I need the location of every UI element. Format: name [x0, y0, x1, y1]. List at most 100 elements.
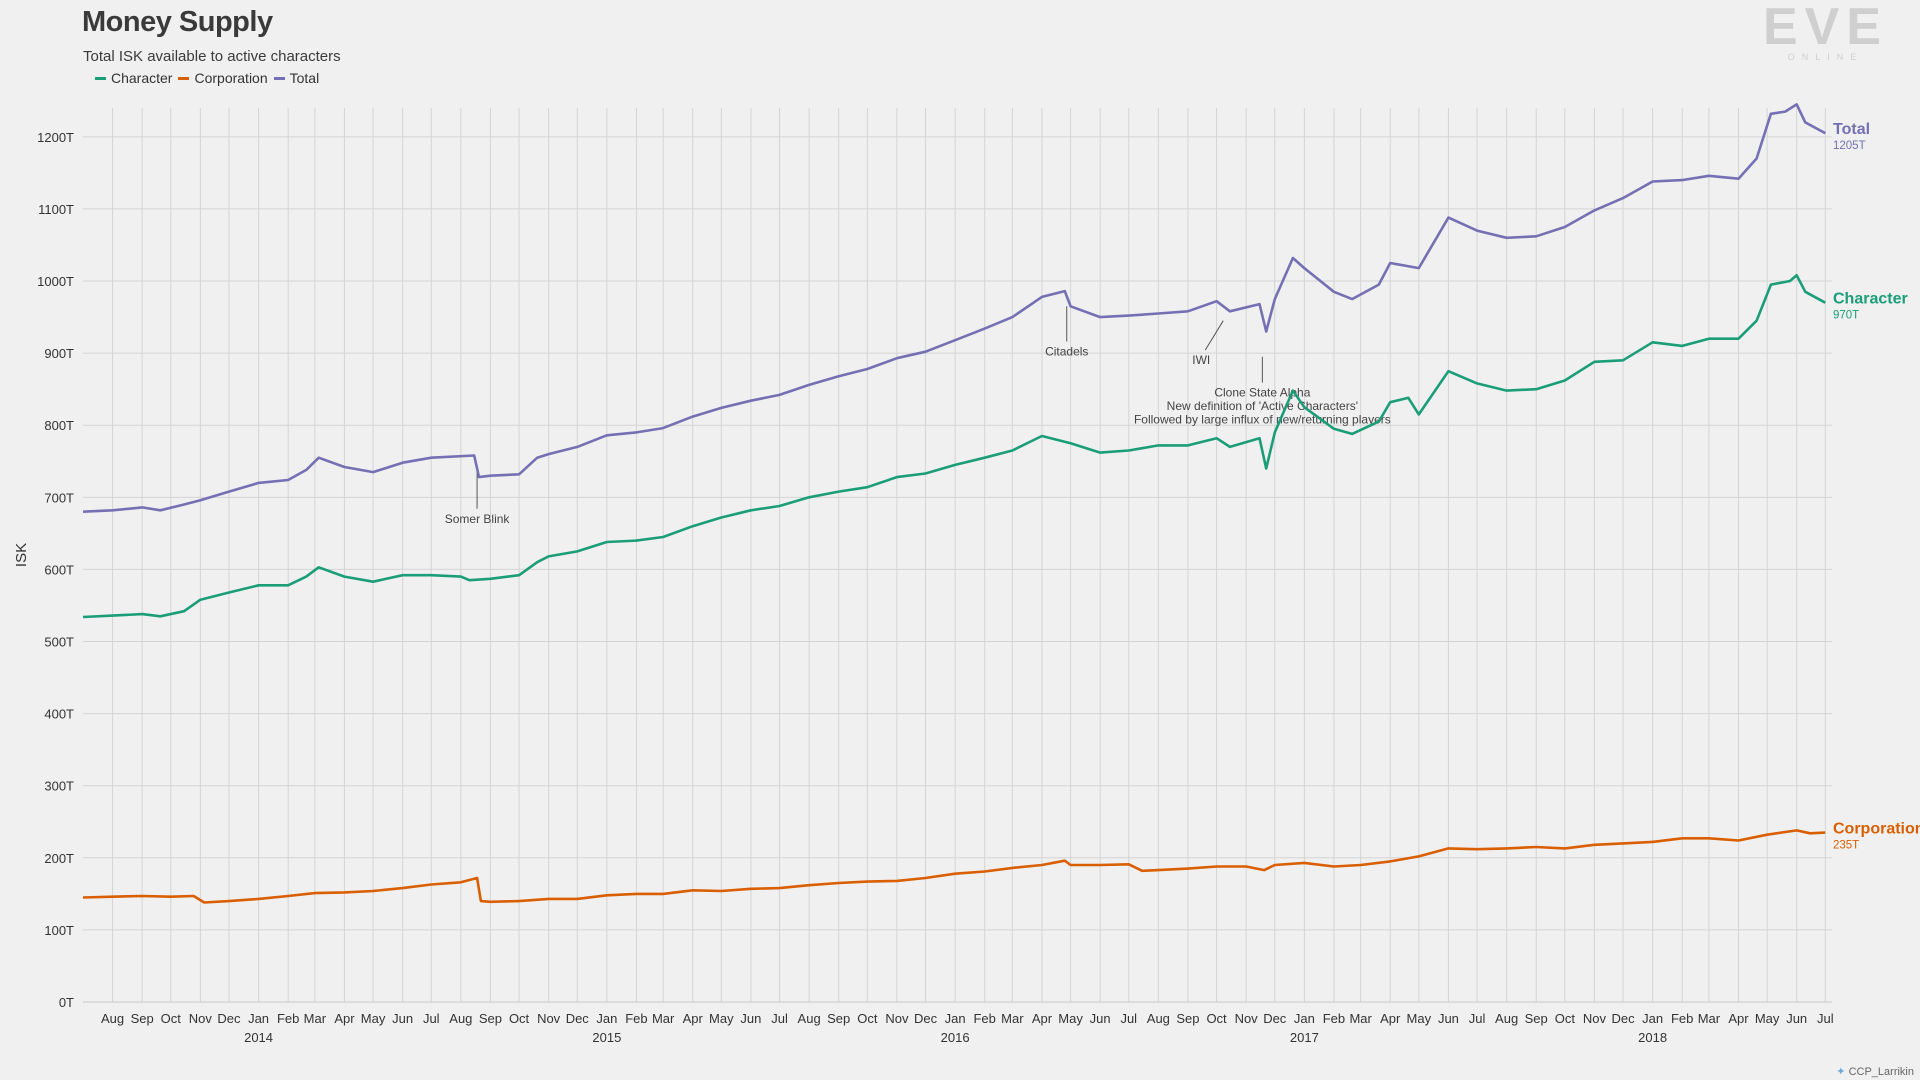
legend-label: Corporation: [194, 70, 268, 86]
series-line-corporation: [82, 829, 1826, 904]
year-label: 2017: [1290, 1030, 1319, 1045]
y-tick-labels: 0T 100T 200T 300T 400T 500T 600T 700T 800T 900T 10…: [37, 130, 74, 1010]
legend-item-total: Total: [273, 70, 320, 86]
x-tick-label: Sep: [479, 1011, 502, 1026]
legend-item-corporation: Corporation: [178, 70, 268, 86]
x-tick-label: Jul: [1469, 1011, 1486, 1026]
x-tick-label: Jul: [771, 1011, 788, 1026]
end-label-character: Character: [1833, 291, 1908, 308]
x-tick-label: Feb: [277, 1011, 299, 1026]
x-tick-label: Oct: [509, 1011, 530, 1026]
end-value-total: 1205T: [1833, 140, 1866, 152]
x-tick-label: Nov: [1583, 1011, 1607, 1026]
year-label: 2014: [244, 1030, 273, 1045]
x-tick-label: Mar: [1001, 1011, 1024, 1026]
annotation-label: Followed by large influx of new/returnin…: [1134, 413, 1391, 427]
x-tick-label: Jun: [1438, 1011, 1459, 1026]
x-tick-label: Oct: [1555, 1011, 1576, 1026]
legend-item-character: Character: [95, 70, 172, 86]
end-value-corporation: 235T: [1833, 840, 1859, 852]
x-tick-label: Feb: [973, 1011, 995, 1026]
x-tick-label: Dec: [566, 1011, 590, 1026]
x-tick-label: Jul: [1817, 1011, 1834, 1026]
legend-label: Total: [289, 70, 320, 86]
x-tick-label: May: [1407, 1011, 1432, 1026]
x-tick-label: Jun: [392, 1011, 413, 1026]
x-tick-label: Dec: [1263, 1011, 1287, 1026]
grid-lines: [83, 108, 1832, 1003]
x-tick-label: Aug: [798, 1011, 821, 1026]
series-lines: [82, 103, 1826, 904]
twitter-bird-icon: ✦: [1836, 1066, 1846, 1078]
author-credit[interactable]: ✦ CCP_Larrikin: [1836, 1065, 1914, 1078]
x-tick-label: Apr: [1380, 1011, 1401, 1026]
legend: Character Corporation Total: [95, 70, 319, 86]
x-tick-label: Jan: [945, 1011, 966, 1026]
y-tick-label: 500T: [44, 635, 74, 650]
logo-wordmark: EVE: [1762, 0, 1888, 56]
series-line-total: [82, 103, 1826, 513]
end-value-character: 970T: [1833, 310, 1859, 322]
page-title: Money Supply: [82, 6, 273, 38]
x-tick-label: Aug: [1147, 1011, 1170, 1026]
author-handle: CCP_Larrikin: [1848, 1066, 1914, 1078]
y-tick-label: 200T: [44, 851, 74, 866]
x-tick-label: Mar: [652, 1011, 675, 1026]
series-end-labels: Total 1205T Character 970T Corporation 235T: [1833, 121, 1920, 851]
x-tick-label: Jan: [1294, 1011, 1315, 1026]
y-tick-label: 1000T: [37, 274, 74, 289]
x-tick-label: Nov: [1235, 1011, 1259, 1026]
x-tick-label: Feb: [1323, 1011, 1345, 1026]
x-tick-label: Jul: [423, 1011, 440, 1026]
x-tick-labels: Aug Sep Oct Nov Dec Jan Feb Mar Apr May Jun Jul Aug S…: [101, 1011, 1834, 1045]
x-tick-label: Dec: [1611, 1011, 1635, 1026]
annotation-leader: [1204, 320, 1224, 351]
y-tick-label: 700T: [44, 490, 74, 505]
y-tick-label: 300T: [44, 779, 74, 794]
x-tick-label: Aug: [1495, 1011, 1518, 1026]
x-tick-label: Oct: [161, 1011, 182, 1026]
x-tick-label: Feb: [1671, 1011, 1693, 1026]
x-tick-label: Mar: [1698, 1011, 1721, 1026]
series-line-character: [82, 274, 1826, 619]
page-subtitle: Total ISK available to active characters: [83, 48, 341, 65]
annotation-label: Clone State Alpha: [1214, 386, 1310, 400]
year-label: 2015: [592, 1030, 621, 1045]
x-tick-label: Mar: [1349, 1011, 1372, 1026]
x-tick-label: Dec: [914, 1011, 938, 1026]
x-tick-label: Jan: [1642, 1011, 1663, 1026]
x-tick-label: Jul: [1120, 1011, 1137, 1026]
annotation-label: Somer Blink: [445, 512, 511, 526]
x-tick-label: Mar: [304, 1011, 327, 1026]
x-tick-label: Oct: [1206, 1011, 1227, 1026]
year-label: 2016: [941, 1030, 970, 1045]
y-tick-label: 600T: [44, 562, 74, 577]
x-tick-label: May: [1755, 1011, 1780, 1026]
x-tick-label: Jan: [596, 1011, 617, 1026]
x-tick-label: Sep: [827, 1011, 850, 1026]
x-tick-label: Nov: [537, 1011, 561, 1026]
x-tick-label: Apr: [1728, 1011, 1749, 1026]
x-tick-label: Feb: [625, 1011, 647, 1026]
x-tick-label: May: [1058, 1011, 1083, 1026]
annotation-label: New definition of 'Active Characters': [1167, 399, 1358, 413]
y-tick-label: 1100T: [38, 202, 74, 217]
annotation-label: Citadels: [1045, 345, 1088, 359]
y-tick-label: 0T: [59, 995, 74, 1010]
end-label-corporation: Corporation: [1833, 821, 1920, 838]
annotation-label: IWI: [1192, 353, 1210, 367]
eve-online-logo: EVE ONLINE: [1762, 0, 1888, 62]
y-tick-label: 900T: [44, 346, 74, 361]
logo-subtext: ONLINE: [1787, 52, 1864, 62]
y-tick-label: 800T: [44, 418, 74, 433]
legend-label: Character: [111, 70, 173, 86]
x-tick-label: Jun: [1786, 1011, 1807, 1026]
x-tick-label: May: [709, 1011, 734, 1026]
x-tick-label: Sep: [1525, 1011, 1548, 1026]
annotations: Somer Blink Citadels IWI Clone State AlphaN…: [445, 306, 1391, 526]
x-tick-label: Dec: [217, 1011, 241, 1026]
x-tick-label: Sep: [131, 1011, 154, 1026]
legend-swatch-character: [95, 76, 106, 80]
x-tick-label: Nov: [885, 1011, 909, 1026]
